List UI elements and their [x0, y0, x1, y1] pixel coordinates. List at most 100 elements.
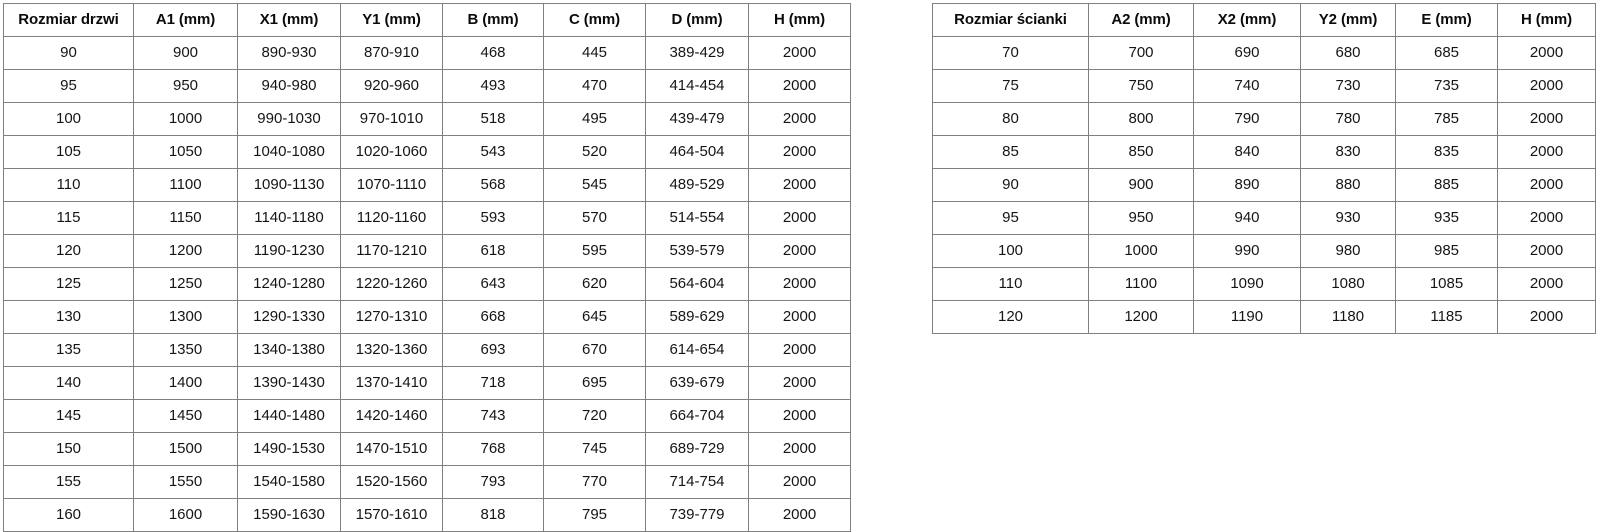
- table-cell: 95: [932, 201, 1089, 235]
- table-cell: 793: [442, 465, 544, 499]
- table-cell: 1040-1080: [237, 135, 341, 169]
- table-cell: 850: [1088, 135, 1194, 169]
- table-cell: 700: [1088, 36, 1194, 70]
- table-row: 75 750 740 730 735 2000: [932, 69, 1596, 103]
- table-cell: 985: [1395, 234, 1498, 268]
- wall-column-header-2: X2 (mm): [1193, 3, 1301, 37]
- table-cell: 1050: [133, 135, 238, 169]
- table-cell: 495: [543, 102, 646, 136]
- table-cell: 1090-1130: [237, 168, 341, 202]
- table-cell: 2000: [1497, 135, 1596, 169]
- table-cell: 990-1030: [237, 102, 341, 136]
- table-cell: 2000: [748, 234, 851, 268]
- table-cell: 1070-1110: [340, 168, 443, 202]
- table-row: 110 1100 1090 1080 1085 2000: [932, 267, 1596, 301]
- table-row: 90 900 890 880 885 2000: [932, 168, 1596, 202]
- table-cell: 80: [932, 102, 1089, 136]
- table-row: 130 1300 1290-1330 1270-1310 668 645 589-629 20…: [3, 300, 851, 334]
- table-cell: 1550: [133, 465, 238, 499]
- table-row: 105 1050 1040-1080 1020-1060 543 520 464-504 20…: [3, 135, 851, 169]
- table-cell: 930: [1300, 201, 1396, 235]
- door-column-header-3: Y1 (mm): [340, 3, 443, 37]
- table-cell: 735: [1395, 69, 1498, 103]
- table-cell: 2000: [1497, 36, 1596, 70]
- table-cell: 940: [1193, 201, 1301, 235]
- table-cell: 140: [3, 366, 134, 400]
- table-cell: 970-1010: [340, 102, 443, 136]
- table-cell: 670: [543, 333, 646, 367]
- door-column-header-5: C (mm): [543, 3, 646, 37]
- table-cell: 2000: [748, 399, 851, 433]
- table-cell: 2000: [1497, 168, 1596, 202]
- table-row: 120 1200 1190 1180 1185 2000: [932, 300, 1596, 334]
- table-cell: 1090: [1193, 267, 1301, 301]
- table-cell: 2000: [1497, 201, 1596, 235]
- table-cell: 70: [932, 36, 1089, 70]
- table-cell: 2000: [1497, 234, 1596, 268]
- door-column-header-6: D (mm): [645, 3, 749, 37]
- table-cell: 595: [543, 234, 646, 268]
- table-cell: 1020-1060: [340, 135, 443, 169]
- table-cell: 2000: [748, 333, 851, 367]
- table-cell: 85: [932, 135, 1089, 169]
- table-row: 120 1200 1190-1230 1170-1210 618 595 539-579 20…: [3, 234, 851, 268]
- table-cell: 740: [1193, 69, 1301, 103]
- table-cell: 745: [543, 432, 646, 466]
- table-cell: 570: [543, 201, 646, 235]
- table-cell: 1370-1410: [340, 366, 443, 400]
- table-cell: 2000: [748, 201, 851, 235]
- table-cell: 830: [1300, 135, 1396, 169]
- table-row: 115 1150 1140-1180 1120-1160 593 570 514-554 20…: [3, 201, 851, 235]
- table-cell: 90: [932, 168, 1089, 202]
- table-cell: 1185: [1395, 300, 1498, 334]
- table-cell: 1080: [1300, 267, 1396, 301]
- table-cell: 389-429: [645, 36, 749, 70]
- table-cell: 990: [1193, 234, 1301, 268]
- table-cell: 870-910: [340, 36, 443, 70]
- door-size-table: Rozmiar drzwi A1 (mm) X1 (mm) Y1 (mm) B (mm)…: [3, 3, 851, 532]
- table-cell: 950: [133, 69, 238, 103]
- table-cell: 1350: [133, 333, 238, 367]
- table-cell: 2000: [1497, 300, 1596, 334]
- table-cell: 2000: [748, 102, 851, 136]
- table-cell: 935: [1395, 201, 1498, 235]
- table-cell: 1190: [1193, 300, 1301, 334]
- table-cell: 543: [442, 135, 544, 169]
- table-cell: 1500: [133, 432, 238, 466]
- table-cell: 1085: [1395, 267, 1498, 301]
- table-cell: 1540-1580: [237, 465, 341, 499]
- door-column-header-1: A1 (mm): [133, 3, 238, 37]
- table-cell: 470: [543, 69, 646, 103]
- table-row: 125 1250 1240-1280 1220-1260 643 620 564-604 20…: [3, 267, 851, 301]
- table-cell: 1400: [133, 366, 238, 400]
- table-cell: 110: [932, 267, 1089, 301]
- wall-column-header-1: A2 (mm): [1088, 3, 1194, 37]
- table-cell: 639-679: [645, 366, 749, 400]
- door-column-header-7: H (mm): [748, 3, 851, 37]
- table-cell: 1100: [133, 168, 238, 202]
- table-cell: 618: [442, 234, 544, 268]
- table-cell: 980: [1300, 234, 1396, 268]
- table-cell: 110: [3, 168, 134, 202]
- table-cell: 664-704: [645, 399, 749, 433]
- table-cell: 1520-1560: [340, 465, 443, 499]
- table-cell: 880: [1300, 168, 1396, 202]
- table-cell: 120: [932, 300, 1089, 334]
- table-cell: 75: [932, 69, 1089, 103]
- table-cell: 2000: [1497, 267, 1596, 301]
- table-cell: 1490-1530: [237, 432, 341, 466]
- table-cell: 800: [1088, 102, 1194, 136]
- table-cell: 685: [1395, 36, 1498, 70]
- table-cell: 645: [543, 300, 646, 334]
- table-cell: 2000: [748, 366, 851, 400]
- table-cell: 1600: [133, 498, 238, 532]
- table-cell: 145: [3, 399, 134, 433]
- door-column-header-2: X1 (mm): [237, 3, 341, 37]
- table-cell: 693: [442, 333, 544, 367]
- table-row: 100 1000 990 980 985 2000: [932, 234, 1596, 268]
- table-row: 135 1350 1340-1380 1320-1360 693 670 614-654 20…: [3, 333, 851, 367]
- table-cell: 1420-1460: [340, 399, 443, 433]
- table-cell: 1290-1330: [237, 300, 341, 334]
- table-cell: 2000: [748, 69, 851, 103]
- wall-panel-size-table: Rozmiar ścianki A2 (mm) X2 (mm) Y2 (mm) E (m…: [932, 3, 1596, 334]
